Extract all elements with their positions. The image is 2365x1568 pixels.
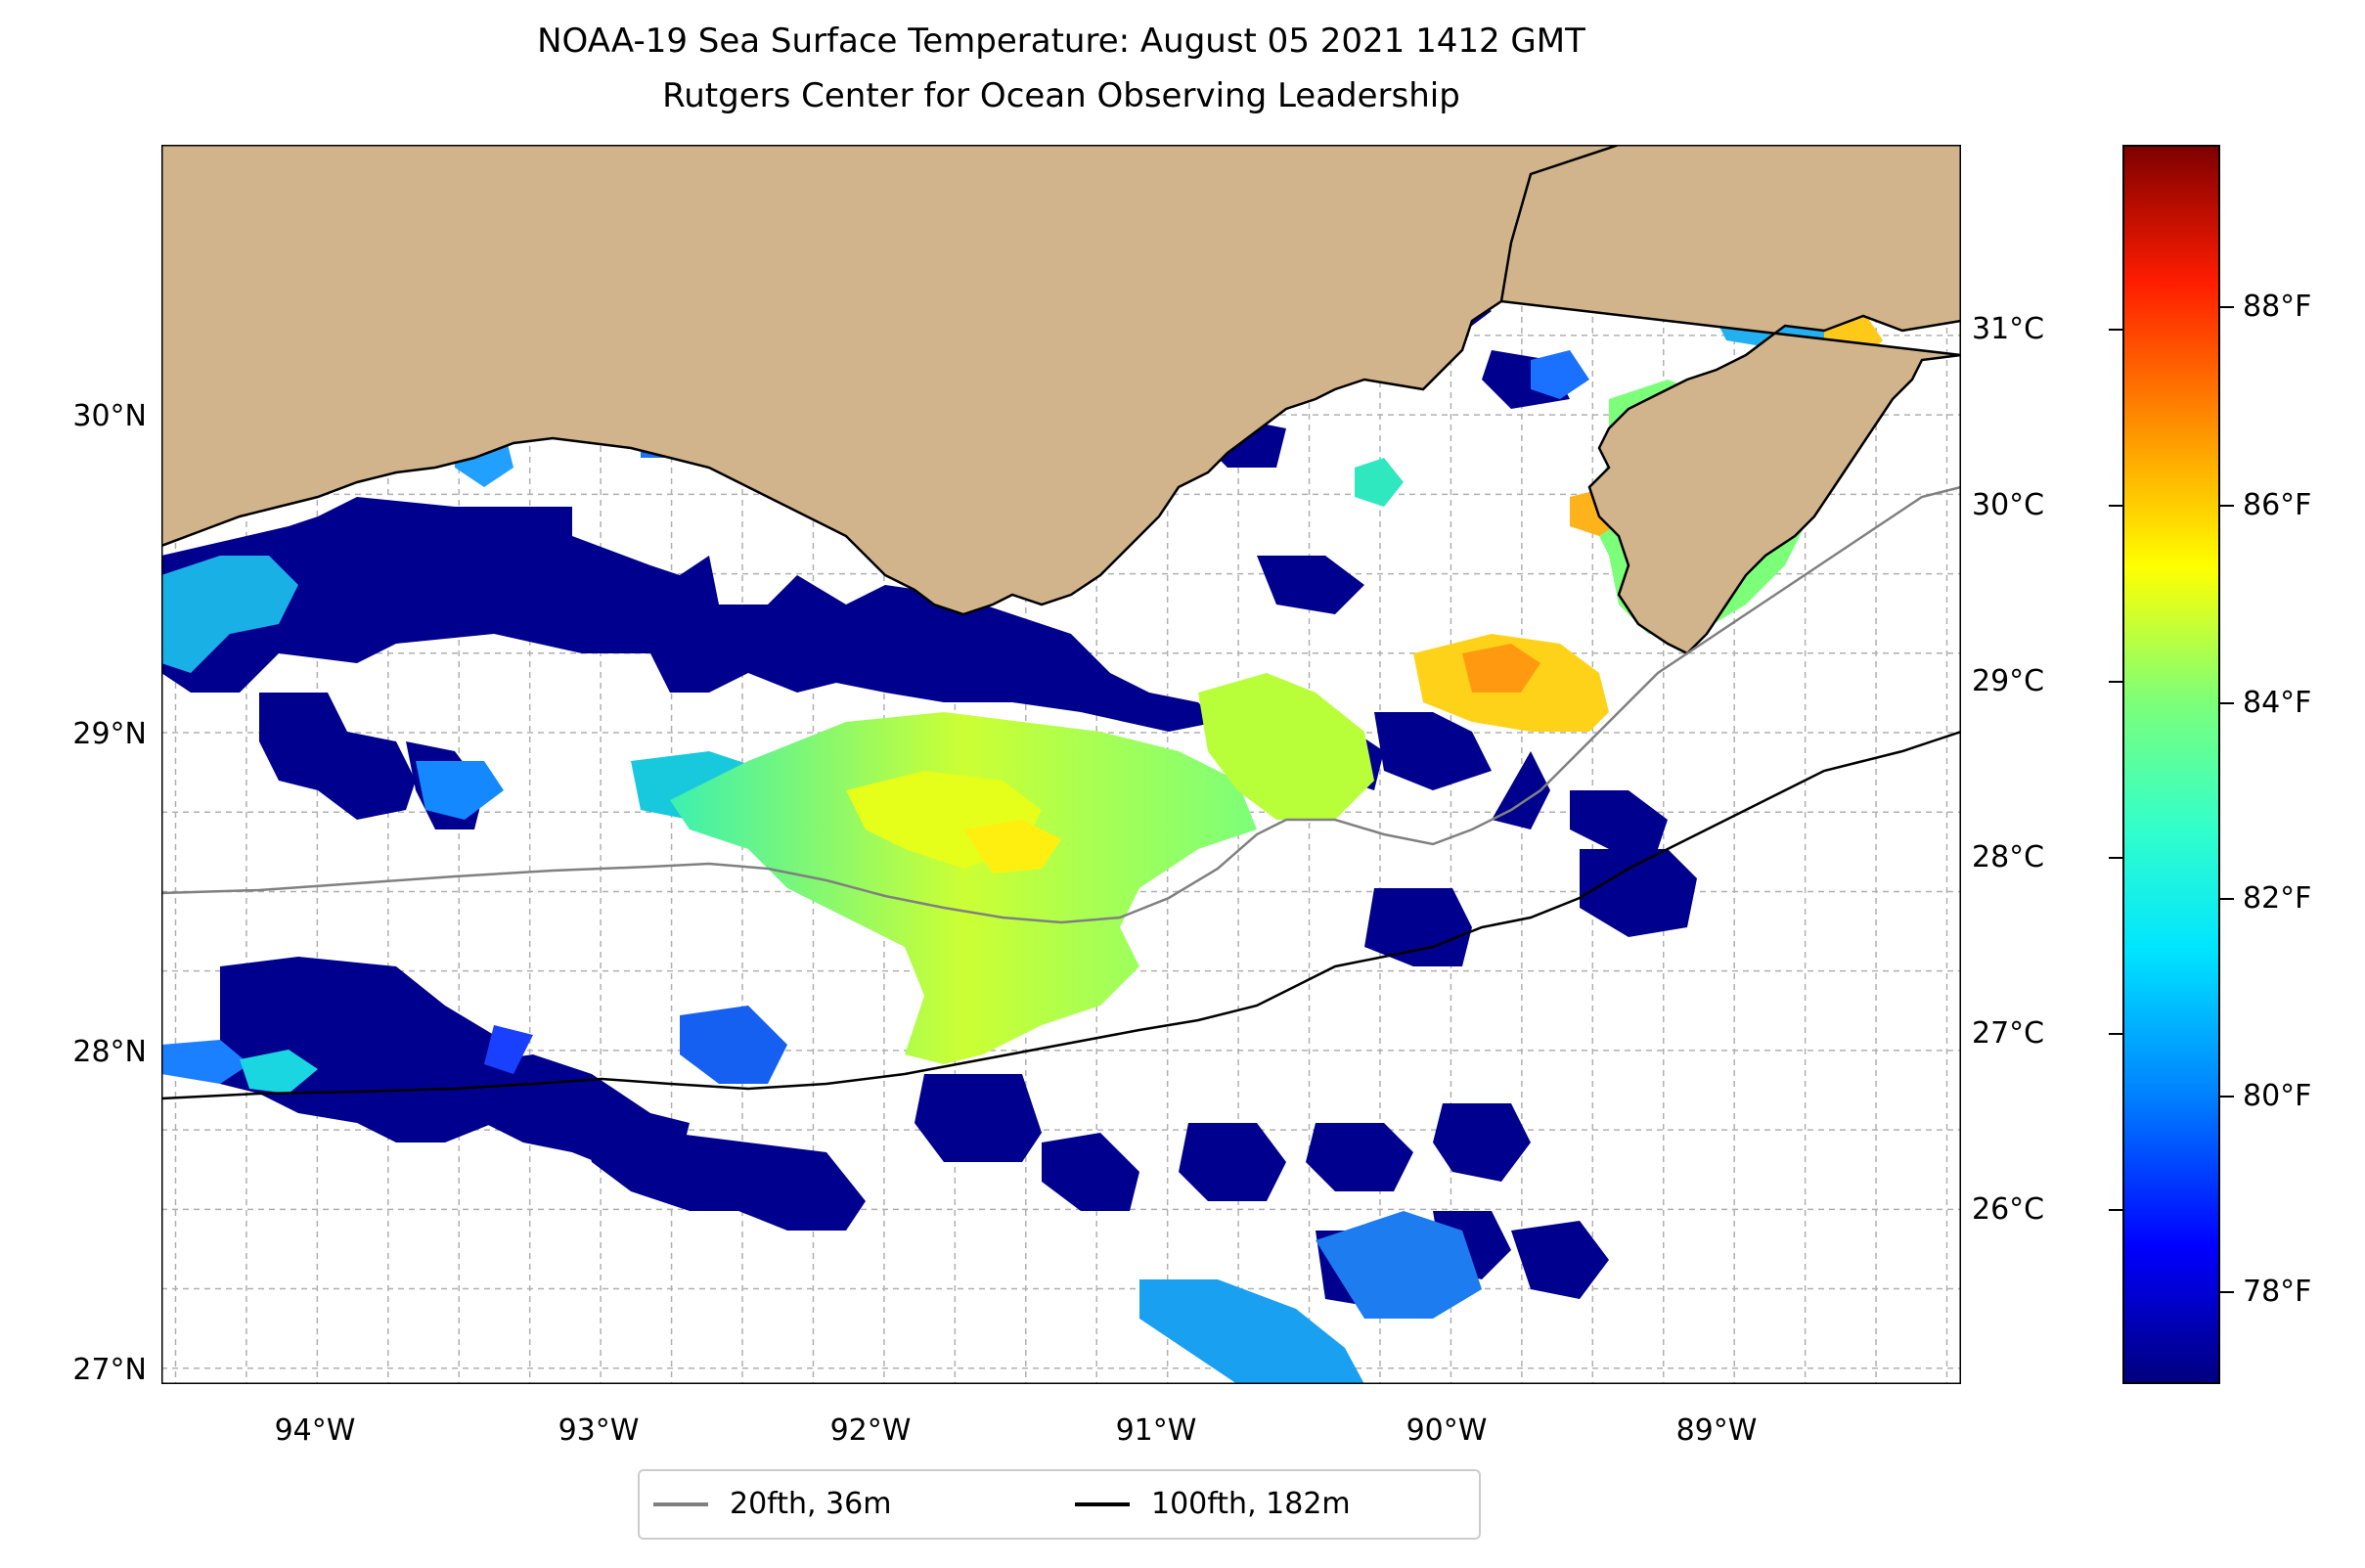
lat-label-27: 27°N xyxy=(72,1353,147,1387)
contour-100fth xyxy=(161,730,1961,1100)
cb-tick-c-26 xyxy=(2109,1209,2122,1211)
cb-label-c-28: 28°C xyxy=(1972,840,2045,874)
cb-tick-f-86 xyxy=(2220,505,2234,507)
cb-tick-f-78 xyxy=(2220,1291,2234,1293)
lon-label-92: 92°W xyxy=(829,1413,912,1448)
legend-label-100fth: 100fth, 182m xyxy=(1151,1487,1351,1521)
cb-label-c-31: 31°C xyxy=(1972,312,2045,346)
cb-label-c-30: 30°C xyxy=(1972,488,2045,522)
contour-20fth xyxy=(161,485,1961,924)
cb-label-f-84: 84°F xyxy=(2243,686,2312,720)
cb-label-c-26: 26°C xyxy=(1972,1192,2045,1227)
lon-label-89: 89°W xyxy=(1675,1413,1758,1448)
colorbar xyxy=(2122,145,2220,1384)
cb-tick-f-88 xyxy=(2220,306,2234,308)
cb-label-f-86: 86°F xyxy=(2243,488,2312,522)
land-west xyxy=(161,145,1961,616)
cb-label-f-78: 78°F xyxy=(2243,1275,2312,1309)
lon-label-90: 90°W xyxy=(1406,1413,1488,1448)
lon-label-93: 93°W xyxy=(558,1413,640,1448)
cb-tick-c-30 xyxy=(2109,505,2122,507)
lon-label-94: 94°W xyxy=(274,1413,356,1448)
title-line-1: NOAA-19 Sea Surface Temperature: August … xyxy=(537,22,1585,61)
cb-tick-c-29 xyxy=(2109,681,2122,683)
cb-label-f-88: 88°F xyxy=(2243,290,2312,324)
cb-label-c-29: 29°C xyxy=(1972,664,2045,698)
legend-item-20fth: 20fth, 36m xyxy=(653,1487,891,1521)
legend-item-100fth: 100fth, 182m xyxy=(1075,1487,1351,1521)
legend-label-20fth: 20fth, 36m xyxy=(730,1487,892,1521)
cb-tick-f-82 xyxy=(2220,898,2234,900)
legend: 20fth, 36m 100fth, 182m xyxy=(638,1469,1481,1540)
cb-tick-f-84 xyxy=(2220,702,2234,704)
cb-tick-c-31 xyxy=(2109,329,2122,331)
cb-tick-f-80 xyxy=(2220,1096,2234,1098)
map-canvas xyxy=(161,145,1961,1384)
lon-label-91: 91°W xyxy=(1115,1413,1197,1448)
cb-label-f-80: 80°F xyxy=(2243,1079,2312,1113)
legend-swatch-gray xyxy=(653,1501,708,1506)
cb-tick-c-27 xyxy=(2109,1033,2122,1035)
lat-label-30: 30°N xyxy=(72,399,147,433)
title-line-2: Rutgers Center for Ocean Observing Leade… xyxy=(662,76,1460,115)
sst-map xyxy=(161,145,1961,1384)
legend-swatch-black xyxy=(1075,1501,1130,1506)
lat-label-28: 28°N xyxy=(72,1035,147,1069)
cb-tick-c-28 xyxy=(2109,857,2122,859)
land xyxy=(161,145,1961,655)
lat-label-29: 29°N xyxy=(72,717,147,751)
cb-label-c-27: 27°C xyxy=(1972,1016,2045,1051)
cb-label-f-82: 82°F xyxy=(2243,881,2312,916)
